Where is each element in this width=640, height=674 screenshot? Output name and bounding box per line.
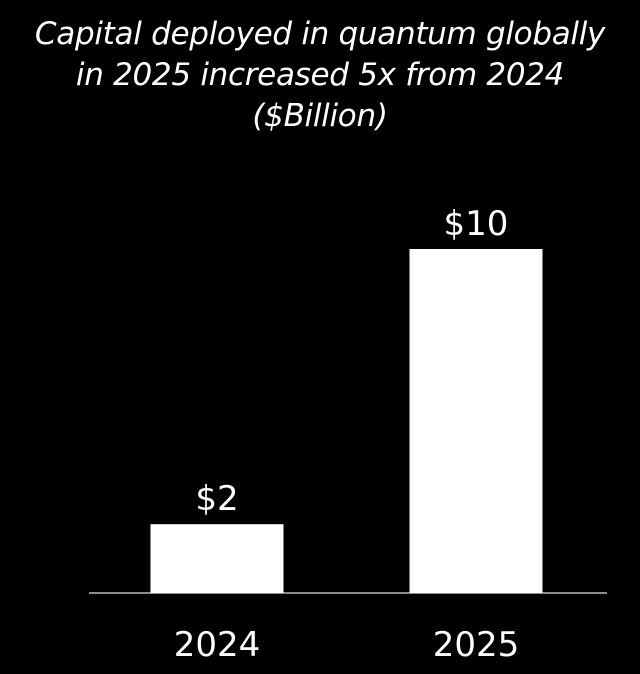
chart-title-line-2: in 2025 increased 5x from 2024 — [75, 57, 565, 93]
chart-title: Capital deployed in quantum globally in … — [0, 14, 640, 137]
data-label-2025: $10 — [444, 204, 509, 244]
x-tick-label-2025: 2025 — [433, 625, 520, 665]
bar-2024 — [150, 524, 284, 593]
chart-title-line-1: Capital deployed in quantum globally — [34, 16, 606, 52]
x-tick-label-2024: 2024 — [174, 625, 261, 665]
bar-2025 — [409, 249, 543, 593]
chart-title-line-3: ($Billion) — [252, 98, 388, 134]
data-label-2024: $2 — [195, 479, 238, 519]
